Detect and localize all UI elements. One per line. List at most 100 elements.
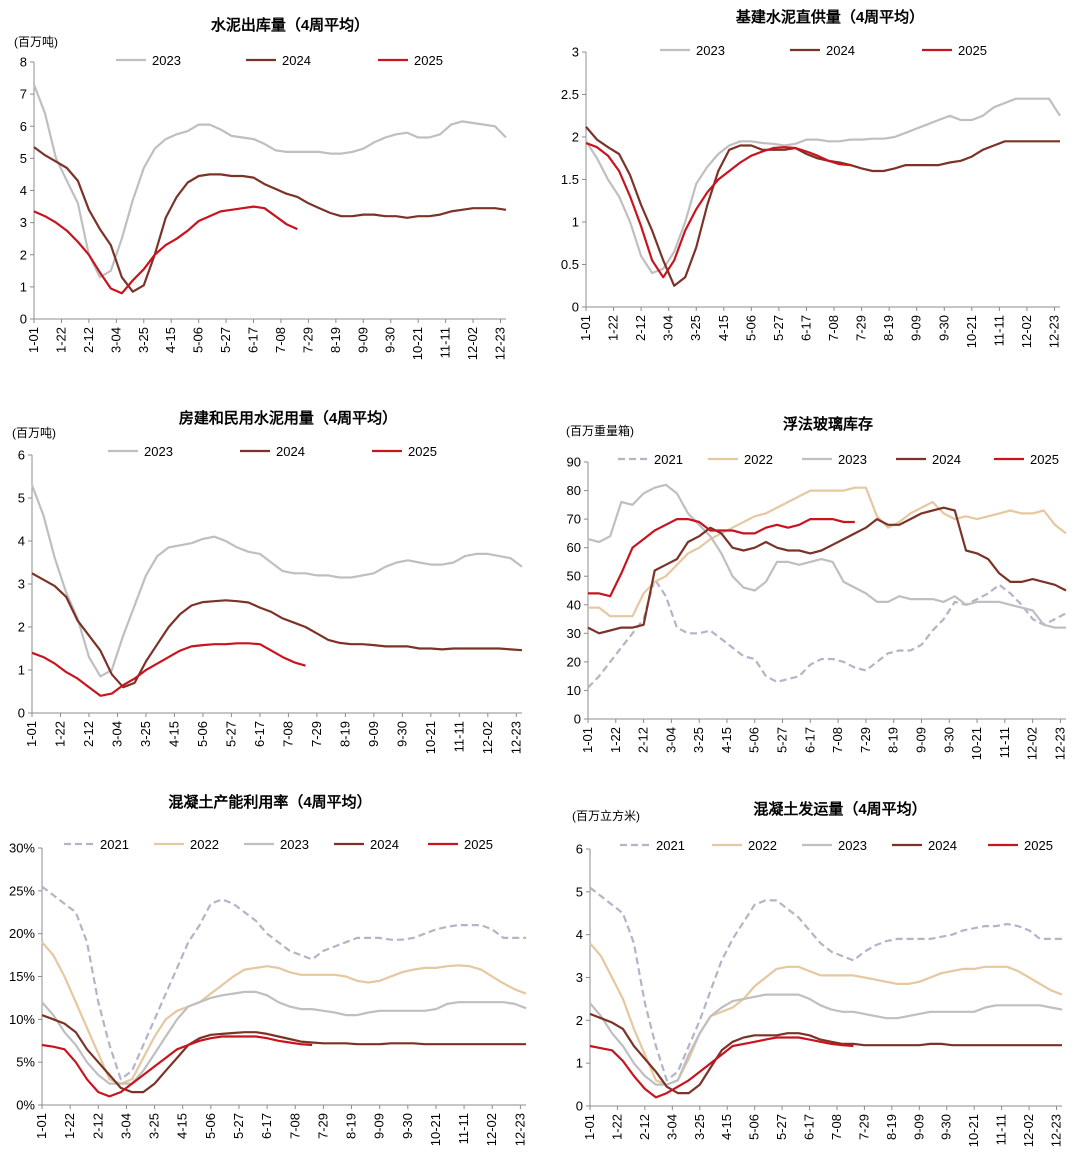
- y-tick-label: 3: [572, 45, 579, 60]
- x-tick-label: 7-08: [826, 315, 841, 341]
- x-tick-label: 9-30: [383, 327, 398, 353]
- plot-area: 0 10 20 30 40 50 60 70 80 90 1-01 1-22 2-12 3-04 3-25 4…: [567, 455, 1068, 761]
- x-tick-label: 3-04: [664, 1114, 679, 1140]
- x-tick-label: 10-21: [410, 327, 425, 360]
- x-tick-label: 8-19: [328, 327, 343, 353]
- x-tick-label: 1-01: [24, 721, 39, 747]
- legend-label-2021: 2021: [100, 837, 129, 852]
- x-tick-label: 12-02: [480, 721, 495, 754]
- x-tick-label: 5-27: [775, 727, 790, 753]
- x-tick-label: 12-23: [1052, 727, 1067, 760]
- x-tick-label: 4-15: [716, 315, 731, 341]
- x-tick-label: 3-04: [661, 315, 676, 341]
- x-tick-label: 9-09: [366, 721, 381, 747]
- x-tick-label: 7-29: [309, 721, 324, 747]
- plot-area: 0 0.5 1 1.5 2 2.5 3 1-01 1-22 2-12 3-04 3-25 4-15 5-0…: [561, 45, 1062, 349]
- x-tick-label: 11-11: [994, 1114, 1009, 1145]
- x-tick-label: 3-04: [108, 327, 123, 353]
- series-line-2024: [33, 146, 507, 293]
- legend-label-2025: 2025: [1030, 452, 1059, 467]
- legend-label-2023: 2023: [838, 838, 867, 853]
- y-tick-label: 6: [576, 842, 583, 857]
- x-tick-label: 7-29: [858, 727, 873, 753]
- series-line-2024: [589, 1012, 1062, 1095]
- series-line-2025: [589, 1036, 854, 1099]
- chart-svg: 浮法玻璃库存 (百万重量箱) 2021 2022 2023 2024 2025 0 10 2…: [566, 415, 1068, 761]
- y-tick-label: 1: [576, 1056, 583, 1071]
- series-line-2022: [41, 941, 527, 1085]
- y-tick-label: 1.5: [561, 172, 579, 187]
- x-tick-label: 10-21: [964, 315, 979, 348]
- y-tick-label: 4: [18, 534, 25, 549]
- chart-title: 房建和民用水泥用量（4周平均）: [179, 409, 397, 427]
- x-tick-label: 7-08: [829, 1114, 844, 1140]
- y-tick-label: 4: [576, 927, 583, 942]
- x-tick-label: 12-02: [484, 1113, 499, 1146]
- y-tick-label: 3: [576, 970, 583, 985]
- legend-label-2022: 2022: [748, 838, 777, 853]
- x-tick-label: 11-11: [451, 721, 466, 752]
- x-tick-label: 1-01: [578, 315, 593, 341]
- x-tick-label: 7-29: [300, 327, 315, 353]
- y-tick-label: 15%: [9, 969, 35, 984]
- chart-svg: 基建水泥直供量（4周平均） 2023 2024 2025 0 0.5 1 1.5 2 2.5 3…: [561, 8, 1062, 349]
- x-tick-label: 7-08: [273, 327, 288, 353]
- x-tick-label: 12-02: [1019, 315, 1034, 348]
- y-tick-label: 2: [576, 1013, 583, 1028]
- series-line-2023: [32, 84, 507, 279]
- y-tick-label: 1: [20, 279, 27, 294]
- x-tick-label: 11-11: [997, 727, 1012, 758]
- legend-label-2022: 2022: [190, 837, 219, 852]
- series-line-2022: [589, 942, 1063, 1086]
- legend-label-2023: 2023: [838, 452, 867, 467]
- y-unit-label: (百万立方米): [572, 808, 640, 823]
- x-tick-label: 8-19: [344, 1113, 359, 1139]
- legend-label-2024: 2024: [928, 838, 957, 853]
- series-line-2021: [589, 886, 1062, 1082]
- y-unit-label: (百万吨): [12, 426, 56, 440]
- x-tick-label: 1-22: [62, 1113, 77, 1139]
- y-tick-label: 10%: [9, 1012, 35, 1027]
- series-line-2025: [31, 642, 306, 697]
- x-tick-label: 2-12: [637, 1114, 652, 1140]
- y-tick-label: 50: [567, 569, 581, 584]
- x-tick-label: 9-09: [911, 1114, 926, 1140]
- x-tick-label: 5-06: [191, 327, 206, 353]
- y-tick-label: 8: [20, 55, 27, 70]
- chart-infrastructure-cement: 基建水泥直供量（4周平均） 2023 2024 2025 0 0.5 1 1.5 2 2.5 3…: [540, 0, 1080, 389]
- y-tick-label: 0%: [16, 1098, 35, 1113]
- x-tick-label: 12-23: [1049, 1114, 1064, 1147]
- legend-label-2024: 2024: [282, 53, 311, 68]
- x-tick-label: 2-12: [81, 327, 96, 353]
- x-tick-label: 1-22: [606, 315, 621, 341]
- x-tick-label: 3-25: [147, 1113, 162, 1139]
- x-tick-label: 3-04: [663, 727, 678, 753]
- x-tick-label: 6-17: [259, 1113, 274, 1139]
- chart-concrete-shipments: 混凝土发运量（4周平均） (百万立方米) 2021 2022 2023 2024 202…: [540, 778, 1080, 1167]
- x-tick-label: 11-11: [438, 327, 453, 358]
- x-tick-label: 12-02: [1025, 727, 1040, 760]
- x-tick-label: 9-30: [941, 727, 956, 753]
- y-tick-label: 90: [567, 455, 581, 470]
- y-tick-label: 20: [567, 654, 581, 669]
- x-tick-label: 1-22: [608, 727, 623, 753]
- x-tick-label: 5-06: [195, 721, 210, 747]
- x-tick-label: 1-22: [53, 327, 68, 353]
- y-tick-label: 0.5: [561, 257, 579, 272]
- plot-area: 0 1 2 3 4 5 6 1-01 1-22 2-12 3-04 3-25 4-15 5-06 5-27 6…: [576, 842, 1064, 1148]
- x-tick-label: 6-17: [802, 1114, 817, 1140]
- x-tick-label: 12-02: [1021, 1114, 1036, 1147]
- x-tick-label: 1-01: [580, 727, 595, 753]
- x-tick-label: 8-19: [884, 1114, 899, 1140]
- y-tick-label: 30: [567, 626, 581, 641]
- x-tick-label: 7-08: [280, 721, 295, 747]
- series-line-2023: [41, 990, 527, 1085]
- x-tick-label: 12-23: [512, 1113, 527, 1146]
- x-tick-label: 7-08: [830, 727, 845, 753]
- y-tick-label: 5%: [16, 1055, 35, 1070]
- x-tick-label: 3-04: [109, 721, 124, 747]
- x-tick-label: 12-23: [1046, 315, 1061, 348]
- x-tick-label: 2-12: [81, 721, 96, 747]
- x-tick-label: 6-17: [252, 721, 267, 747]
- legend-label-2022: 2022: [744, 452, 773, 467]
